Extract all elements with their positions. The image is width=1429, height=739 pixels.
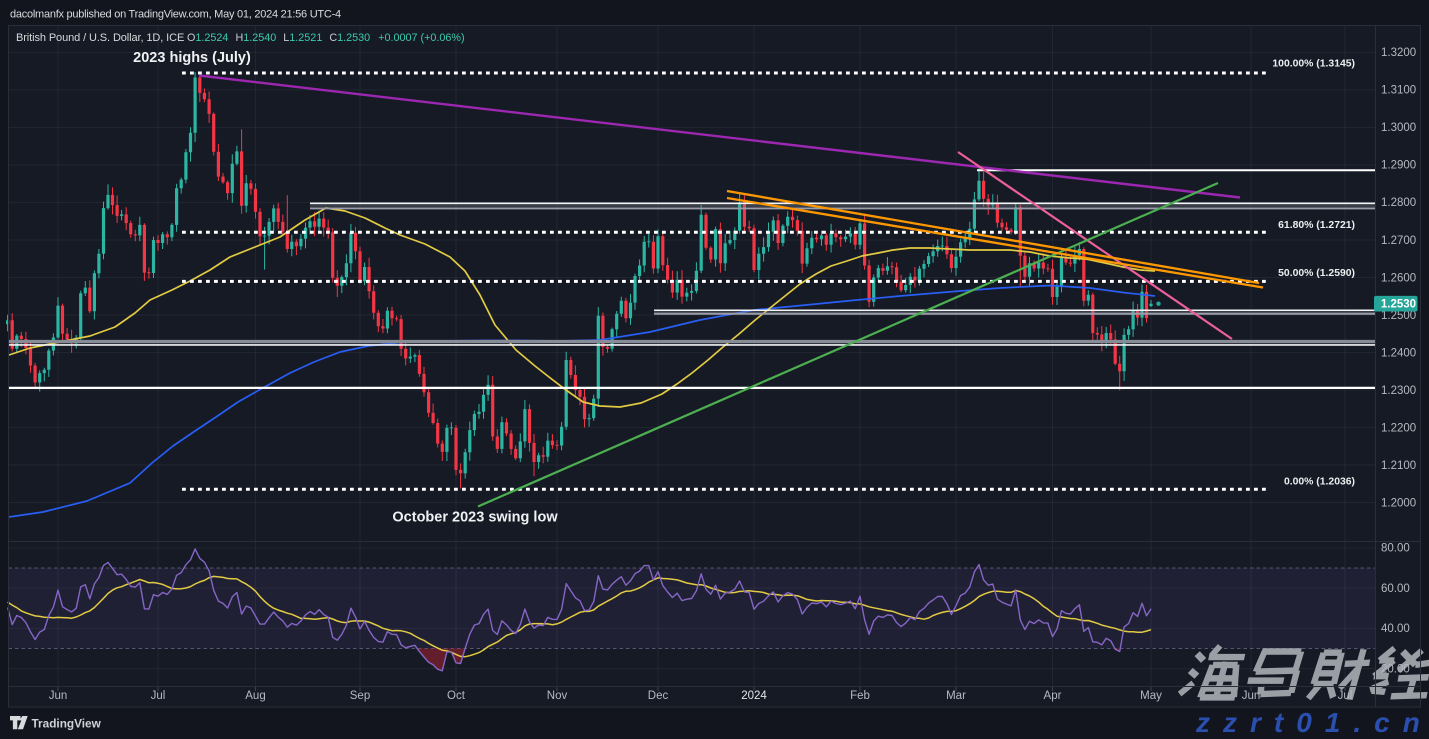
svg-text:1.2200: 1.2200: [1381, 422, 1416, 434]
svg-text:1.3200: 1.3200: [1381, 47, 1416, 59]
svg-text:1.3100: 1.3100: [1381, 85, 1416, 97]
svg-text:May: May: [1140, 690, 1162, 702]
svg-text:dacolmanfx published on Tradin: dacolmanfx published on TradingView.com,…: [10, 9, 341, 21]
svg-text:1.2100: 1.2100: [1381, 460, 1416, 472]
svg-text:Jul: Jul: [151, 690, 166, 702]
svg-text:2024: 2024: [741, 690, 767, 702]
svg-text:Feb: Feb: [850, 690, 870, 702]
svg-text:20.00: 20.00: [1381, 663, 1410, 675]
svg-text:1.2400: 1.2400: [1381, 347, 1416, 359]
svg-text:October 2023 swing low: October 2023 swing low: [392, 510, 558, 526]
svg-text:Oct: Oct: [447, 690, 466, 702]
svg-text:60.00: 60.00: [1381, 583, 1410, 595]
svg-text:1.2700: 1.2700: [1381, 235, 1416, 247]
svg-text:1.2600: 1.2600: [1381, 272, 1416, 284]
svg-text:Jul: Jul: [1338, 690, 1353, 702]
svg-text:TradingView: TradingView: [32, 717, 102, 731]
svg-text:1.2800: 1.2800: [1381, 197, 1416, 209]
svg-text:zzrt01.cn: zzrt01.cn: [1195, 707, 1429, 738]
svg-text:1.2900: 1.2900: [1381, 160, 1416, 172]
svg-text:Jun: Jun: [49, 690, 68, 702]
svg-text:1.3000: 1.3000: [1381, 122, 1416, 134]
svg-text:Sep: Sep: [350, 690, 370, 702]
svg-text:1.2500: 1.2500: [1381, 310, 1416, 322]
svg-text:British Pound / U.S. Dollar, 1: British Pound / U.S. Dollar, 1D, ICE: [16, 32, 184, 44]
svg-text:80.00: 80.00: [1381, 543, 1410, 555]
svg-text:Aug: Aug: [245, 690, 265, 702]
svg-text:Dec: Dec: [648, 690, 669, 702]
svg-text:2023 highs (July): 2023 highs (July): [133, 50, 251, 66]
svg-text:0.00% (1.2036): 0.00% (1.2036): [1284, 477, 1355, 488]
svg-text:Nov: Nov: [547, 690, 568, 702]
svg-text:1.2000: 1.2000: [1381, 497, 1416, 509]
svg-text:100.00% (1.3145): 100.00% (1.3145): [1272, 59, 1355, 70]
svg-text:1.2300: 1.2300: [1381, 385, 1416, 397]
svg-text:Jun: Jun: [1242, 690, 1261, 702]
svg-text:61.80% (1.2721): 61.80% (1.2721): [1278, 220, 1355, 231]
svg-text:1.2530: 1.2530: [1381, 299, 1416, 311]
svg-text:Mar: Mar: [946, 690, 966, 702]
svg-text:Apr: Apr: [1044, 690, 1062, 702]
svg-text:50.00% (1.2590): 50.00% (1.2590): [1278, 268, 1355, 279]
svg-text:40.00: 40.00: [1381, 623, 1410, 635]
